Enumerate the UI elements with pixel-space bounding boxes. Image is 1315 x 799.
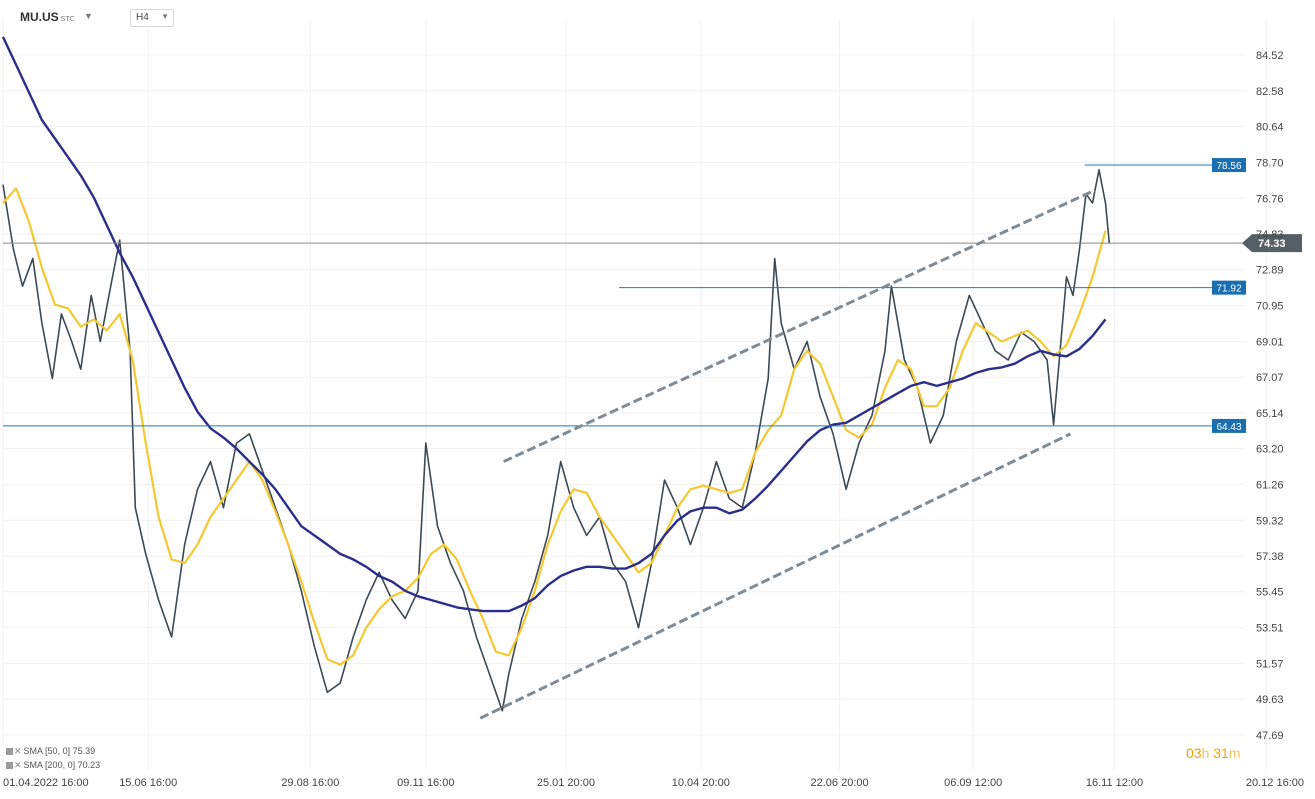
y-tick-label: 67.07	[1256, 372, 1284, 384]
current-price-label: 74.33	[1258, 238, 1286, 250]
y-tick-label: 65.14	[1256, 408, 1284, 420]
level-price-label: 71.92	[1216, 284, 1241, 295]
close-icon[interactable]: ✕	[14, 746, 22, 756]
level-price-badge[interactable]	[1212, 158, 1246, 173]
trend-channel[interactable]	[479, 188, 1096, 720]
horizontal-levels[interactable]: 78.56 71.92 64.43	[3, 158, 1248, 433]
legend-label: SMA [200, 0]	[23, 760, 76, 770]
chart-grid	[2, 20, 1267, 770]
symbol-selector[interactable]: MU.US STC	[20, 10, 75, 24]
x-tick-label: 20.12 16:00	[1246, 777, 1304, 789]
y-tick-label: 57.38	[1256, 551, 1284, 563]
y-tick-label: 47.69	[1256, 730, 1284, 742]
y-tick-label: 82.58	[1256, 86, 1284, 98]
y-tick-label: 49.63	[1256, 694, 1284, 706]
sma-200-line	[1, 36, 1107, 613]
chevron-down-icon: ▼	[161, 12, 169, 21]
y-tick-label: 74.83	[1256, 229, 1284, 241]
x-tick-label: 22.06 20:00	[811, 777, 869, 789]
y-tick-label: 76.76	[1256, 193, 1284, 205]
level-price-badge[interactable]	[1212, 418, 1246, 433]
x-tick-label: 29.08 16:00	[281, 777, 339, 789]
y-axis[interactable]: 74.33 84.52 82.58 80.64 78.70 76.76 74.83 72.89…	[1242, 50, 1302, 742]
y-tick-label: 53.51	[1256, 623, 1284, 635]
legend-label: SMA [50, 0]	[23, 746, 71, 756]
y-tick-label: 84.52	[1256, 50, 1284, 62]
chevron-down-icon[interactable]: ▼	[84, 11, 93, 21]
legend-value: 70.23	[77, 760, 101, 770]
sma-lines	[1, 36, 1107, 666]
y-tick-label: 72.89	[1256, 265, 1284, 277]
timer-hours: 03	[1186, 745, 1202, 761]
channel-line[interactable]	[479, 432, 1072, 720]
legend-item-sma50[interactable]: ✕ SMA [50, 0] 75.39	[6, 746, 95, 758]
y-tick-label: 55.45	[1256, 587, 1284, 599]
settings-icon[interactable]	[6, 762, 13, 769]
legend-value: 75.39	[72, 746, 96, 756]
current-price-badge	[1242, 234, 1302, 253]
legend-item-sma200[interactable]: ✕ SMA [200, 0] 70.23	[6, 760, 100, 772]
symbol-name: MU.US	[20, 10, 59, 24]
settings-icon[interactable]	[6, 748, 13, 755]
timer-minutes: 31	[1213, 745, 1229, 761]
y-tick-label: 61.26	[1256, 479, 1284, 491]
timer-minutes-unit: m	[1228, 745, 1241, 761]
x-tick-label: 01.04.2022 16:00	[3, 777, 89, 789]
channel-line[interactable]	[503, 188, 1096, 463]
price-series	[2, 169, 1111, 712]
x-tick-label: 25.01 20:00	[537, 777, 595, 789]
close-icon[interactable]: ✕	[14, 760, 22, 770]
level-price-badge[interactable]	[1212, 280, 1246, 295]
y-tick-label: 70.95	[1256, 301, 1284, 313]
y-tick-label: 51.57	[1256, 658, 1284, 670]
y-tick-label: 69.01	[1256, 336, 1284, 348]
price-line	[2, 169, 1111, 712]
x-axis[interactable]: 01.04.2022 16:00 15.06 16:00 29.08 16:00 09…	[3, 777, 1304, 789]
x-tick-label: 16.11 12:00	[1086, 777, 1143, 789]
y-tick-label: 80.64	[1256, 122, 1284, 134]
timeframe-select[interactable]: H4 ▼	[130, 9, 174, 27]
candle-countdown: 03h 31m	[1186, 745, 1241, 761]
symbol-suffix: STC	[60, 16, 75, 23]
x-tick-label: 15.06 16:00	[119, 777, 177, 789]
y-tick-label: 78.70	[1256, 157, 1284, 169]
chart-toolbar: MU.US STC ▼ H4 ▼	[0, 0, 600, 34]
x-tick-label: 06.09 12:00	[944, 777, 1002, 789]
level-price-label: 64.43	[1216, 422, 1241, 433]
x-tick-label: 09.11 16:00	[397, 777, 454, 789]
level-price-label: 78.56	[1216, 161, 1241, 172]
y-tick-label: 59.32	[1256, 515, 1284, 527]
y-tick-label: 63.20	[1256, 444, 1284, 456]
x-tick-label: 10.04 20:00	[672, 777, 730, 789]
timer-hours-unit: h	[1201, 745, 1210, 761]
timeframe-label: H4	[136, 12, 149, 23]
sma-50-line	[2, 187, 1107, 666]
